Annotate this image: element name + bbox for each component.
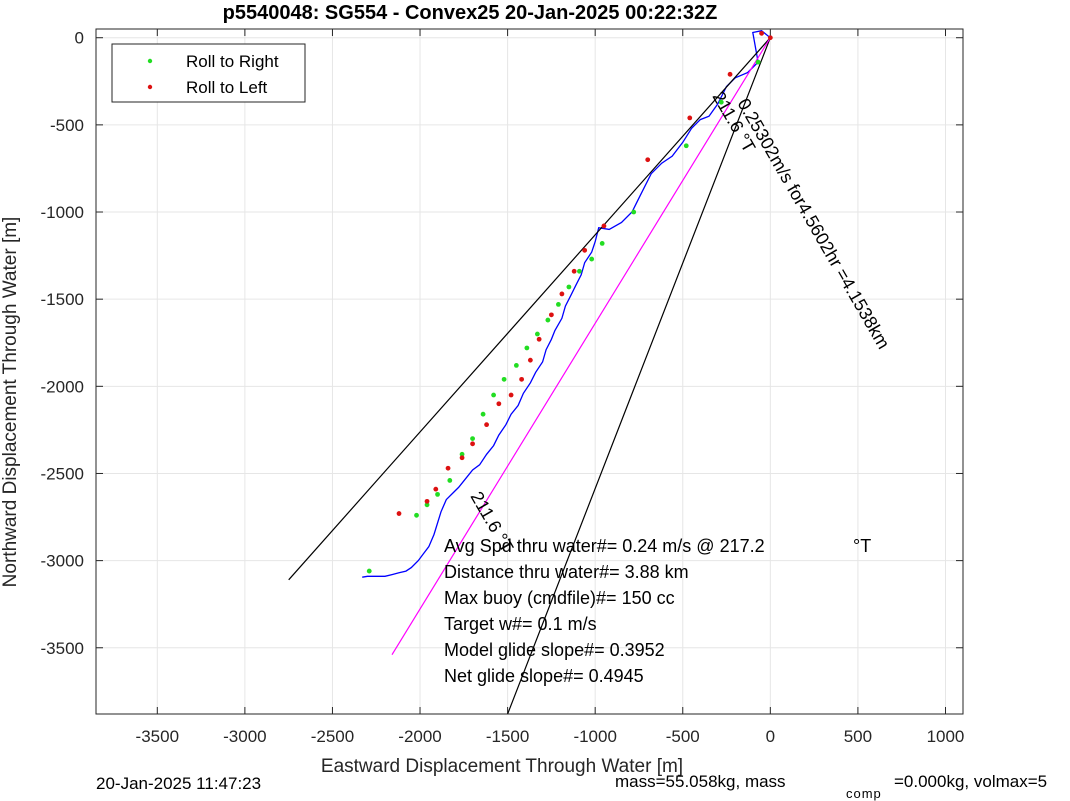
roll-left-point [527,357,533,363]
grid-lines [96,29,963,714]
roll-points [366,30,773,574]
footer-timestamp: 20-Jan-2025 11:47:23 [96,774,261,793]
roll-left-point [519,376,525,382]
roll-left-point [571,268,577,274]
series-lines [288,30,771,715]
legend-marker-left [147,84,153,90]
roll-right-point [501,376,507,382]
roll-left-point [470,441,475,447]
roll-left-point [645,157,651,163]
roll-right-point [480,411,486,417]
stat-target-w: Target w#= 0.1 m/s [444,614,597,634]
x-tick-label: -3000 [223,727,266,746]
x-tick-label: 500 [844,727,872,746]
tick-labels: -3500 -3000 -2500 -2000 -1500 -1000 -500 0 500 10… [41,29,965,746]
roll-right-point [545,317,551,323]
stat-net-glide: Net glide slope#= 0.4945 [444,666,644,686]
stats-block: Avg Spd thru water#= 0.24 m/s @ 217.2 °T… [444,536,871,686]
x-tick-label: -1000 [573,727,616,746]
y-tick-label: -2000 [41,377,84,396]
roll-right-point [435,491,440,497]
roll-left-point [433,486,439,492]
x-tick-label: -500 [666,727,700,746]
roll-left-point [396,511,402,516]
roll-left-point [601,223,607,229]
roll-left-point [759,30,764,36]
stat-max-buoy: Max buoy (cmdfile)#= 150 cc [444,588,675,608]
roll-right-point [755,59,761,65]
roll-right-point [718,99,724,105]
x-axis-label: Eastward Displacement Through Water [m] [321,756,683,777]
roll-right-point [599,240,605,246]
x-tick-label: -1500 [486,727,529,746]
roll-left-point [459,455,465,461]
roll-left-point [496,401,502,407]
roll-left-point [582,247,588,253]
roll-right-point [589,256,595,262]
stat-avg-speed: Avg Spd thru water#= 0.24 m/s @ 217.2 [444,536,765,556]
legend: Roll to Right Roll to Left [111,43,306,103]
legend-label-right: Roll to Right [186,52,279,71]
series-bearing-line [288,37,771,581]
roll-right-point [424,502,430,508]
y-axis-label: Northward Displacement Through Water [m] [0,217,21,588]
x-tick-label: -2000 [398,727,441,746]
y-tick-label: -1500 [41,290,84,309]
roll-right-point [631,209,637,215]
series-track [362,30,771,578]
x-tick-label: -3500 [136,727,179,746]
stat-model-glide: Model glide slope#= 0.3952 [444,640,665,660]
roll-right-point [577,268,582,274]
footer-mass-sub: comp [846,786,882,801]
roll-right-point [524,345,530,351]
roll-left-point [727,71,733,77]
roll-right-point [447,478,453,483]
series-mean-line [391,37,771,656]
footer-mass-suffix: =0.000kg, volmax=5 [894,772,1047,791]
roll-right-point [491,392,496,398]
roll-right-point [414,512,419,518]
y-tick-label: -500 [50,116,84,135]
roll-left-point [484,422,489,428]
roll-left-point [548,312,554,318]
roll-right-point [459,451,465,457]
roll-left-point [508,392,514,398]
roll-left-point [424,498,430,504]
y-tick-label: -2500 [41,464,84,483]
stat-distance: Distance thru water#= 3.88 km [444,562,689,582]
stat-avg-speed-unit: °T [853,536,871,556]
series-bearing-line [507,37,771,715]
legend-label-left: Roll to Left [186,78,268,97]
roll-right-point [470,436,475,442]
roll-right-point [683,143,689,149]
y-tick-label: 0 [75,29,84,48]
roll-left-point [536,336,542,342]
roll-left-point [687,115,693,121]
roll-left-point [445,465,451,471]
x-tick-label: 1000 [927,727,965,746]
legend-marker-right [147,58,153,64]
roll-right-point [534,331,540,337]
x-tick-label: -2500 [311,727,354,746]
roll-left-point [767,35,773,41]
roll-right-point [366,568,372,574]
y-tick-label: -3500 [41,639,84,658]
legend-box [111,43,306,103]
chart-title: p5540048: SG554 - Convex25 20-Jan-2025 0… [223,2,718,24]
roll-left-point [559,291,565,297]
roll-right-point [513,362,519,368]
x-tick-label: 0 [766,727,775,746]
y-tick-label: -1000 [41,203,84,222]
roll-right-point [556,301,561,307]
y-tick-label: -3000 [41,552,84,571]
axes-box [95,28,964,715]
footer-mass-prefix: mass=55.058kg, mass [615,772,786,791]
roll-right-point [566,284,572,290]
